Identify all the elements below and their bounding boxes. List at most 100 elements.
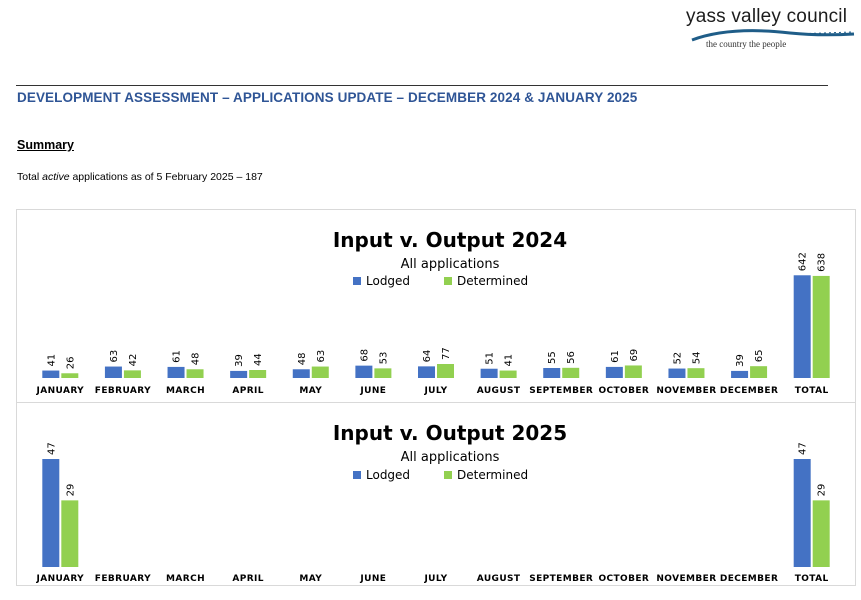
chart-2025-data-label: 29 (65, 484, 76, 497)
chart-2024-bar-lodged (731, 370, 749, 378)
chart-2024-bar-determined (437, 364, 454, 378)
chart-2025-bar-lodged (793, 459, 811, 567)
chart-2024-data-label: 39 (234, 354, 245, 367)
chart-2025-bar-determined (812, 500, 830, 567)
chart-2024-data-label: 52 (672, 352, 683, 365)
chart-2024-bar-lodged (167, 366, 185, 378)
chart-2025: Input v. Output 2025 All applications Lodg… (16, 402, 856, 586)
chart-2025-subtitle: All applications (401, 450, 500, 465)
chart-2025-legend-determined: Determined (457, 468, 528, 482)
chart-2025-data-label: 47 (46, 442, 57, 455)
chart-2024-bar-determined (311, 366, 329, 378)
chart-2024-legend-swatch-determined (444, 277, 452, 285)
chart-2025-legend-swatch-lodged (353, 471, 361, 479)
chart-2025-category-label: JUNE (359, 574, 386, 584)
chart-2024-bar-lodged (605, 366, 623, 378)
chart-2024-data-label: 64 (422, 350, 433, 363)
chart-2024-bar-determined (499, 370, 517, 378)
chart-2024-bar-determined (812, 275, 830, 378)
chart-2024-data-label: 63 (316, 350, 327, 363)
chart-2024-data-label: 63 (109, 350, 120, 363)
chart-2024-data-label: 41 (504, 354, 515, 367)
summary-prefix: Total (17, 171, 43, 183)
chart-2024-data-label: 61 (610, 350, 621, 363)
council-logo-name: yass valley council (686, 6, 848, 27)
chart-2024-data-label: 55 (547, 351, 558, 364)
chart-2024-bar-lodged (543, 368, 561, 378)
chart-2024-bar-determined (249, 370, 267, 378)
chart-2024-category-label: OCTOBER (598, 386, 649, 396)
chart-2024-data-label: 54 (691, 351, 702, 364)
chart-2024-legend-determined: Determined (457, 274, 528, 288)
chart-2024-bar-lodged (668, 368, 686, 378)
chart-2025-category-label: MAY (299, 574, 322, 584)
chart-2024-category-label: MAY (299, 386, 322, 396)
chart-2024-data-label: 48 (297, 353, 308, 366)
chart-2024-bar-lodged (355, 365, 373, 378)
chart-2024-data-label: 53 (378, 352, 389, 365)
chart-2024-bar-lodged (230, 370, 248, 378)
chart-2024-bar-determined (186, 369, 204, 378)
chart-2024-data-label: 48 (191, 353, 202, 366)
chart-2025-category-label: TOTAL (795, 574, 829, 584)
summary-suffix: applications as of 5 February 2025 – 187 (69, 171, 263, 183)
chart-2024-category-label: JANUARY (36, 386, 85, 396)
chart-2024-data-label: 68 (359, 349, 370, 362)
summary-heading: Summary (17, 138, 74, 152)
chart-2024-bar-lodged (480, 368, 498, 378)
chart-2024-data-label: 42 (128, 354, 139, 367)
chart-2024-bar-determined (562, 367, 580, 378)
chart-2025-category-label: NOVEMBER (656, 574, 716, 584)
chart-2024-bar-lodged (104, 366, 122, 378)
chart-2024-data-label: 51 (485, 352, 496, 365)
chart-2024-bar-determined (123, 370, 141, 378)
chart-2024-bar-lodged (42, 370, 60, 378)
chart-2024-data-label: 77 (441, 347, 452, 360)
chart-2024-category-label: AUGUST (477, 386, 521, 396)
chart-2025-category-label: JULY (423, 574, 447, 584)
chart-2024-category-label: NOVEMBER (656, 386, 716, 396)
chart-2025-category-label: APRIL (232, 574, 264, 584)
chart-2025-data-label: 29 (817, 484, 828, 497)
chart-2024-bar-determined (687, 368, 705, 378)
chart-2025-title: Input v. Output 2025 (333, 421, 567, 445)
chart-2024-data-label: 69 (629, 349, 640, 362)
chart-2024-category-label: JULY (423, 386, 447, 396)
chart-2024-legend-swatch-lodged (353, 277, 361, 285)
chart-2025-category-label: SEPTEMBER (529, 574, 593, 584)
summary-emphasis: active (42, 171, 70, 183)
chart-2025-category-label: MARCH (166, 574, 205, 584)
chart-2024-data-label: 642 (798, 252, 809, 271)
chart-2024-bar-determined (61, 373, 79, 378)
chart-2024-data-label: 56 (566, 351, 577, 364)
chart-2024-bar-determined (624, 365, 642, 378)
chart-2024-bar-lodged (418, 366, 435, 378)
council-logo: yass valley council the country the peop… (686, 6, 856, 54)
chart-2025-bar-lodged (42, 459, 60, 567)
chart-2024-category-label: SEPTEMBER (529, 386, 593, 396)
chart-2025-category-label: OCTOBER (598, 574, 649, 584)
chart-2024-bar-lodged (292, 369, 310, 378)
chart-2024-bar-determined (750, 366, 768, 378)
chart-2024-category-label: APRIL (232, 386, 264, 396)
chart-2024: Input v. Output 2024 All applications Lodg… (16, 209, 856, 403)
chart-2024-svg: Input v. Output 2024 All applications Lodg… (36, 228, 830, 396)
chart-2024-data-label: 39 (735, 354, 746, 367)
chart-2025-data-label: 47 (798, 442, 809, 455)
council-logo-tagline: the country the people (706, 39, 787, 49)
chart-2025-legend-lodged: Lodged (366, 468, 410, 482)
chart-2024-data-label: 65 (754, 349, 765, 362)
chart-2025-category-label: DECEMBER (720, 574, 778, 584)
chart-2024-category-label: FEBRUARY (95, 386, 151, 396)
chart-2024-data-label: 26 (65, 357, 76, 370)
chart-2024-category-label: MARCH (166, 386, 205, 396)
chart-2024-title: Input v. Output 2024 (333, 228, 567, 252)
chart-2024-data-label: 44 (253, 353, 264, 366)
summary-line: Total active applications as of 5 Februa… (17, 171, 263, 183)
chart-2024-data-label: 61 (172, 350, 183, 363)
chart-2025-legend-swatch-determined (444, 471, 452, 479)
chart-2024-legend-lodged: Lodged (366, 274, 410, 288)
chart-2025-category-label: FEBRUARY (95, 574, 151, 584)
chart-2024-bar-determined (374, 368, 392, 378)
chart-2025-category-label: JANUARY (36, 574, 85, 584)
